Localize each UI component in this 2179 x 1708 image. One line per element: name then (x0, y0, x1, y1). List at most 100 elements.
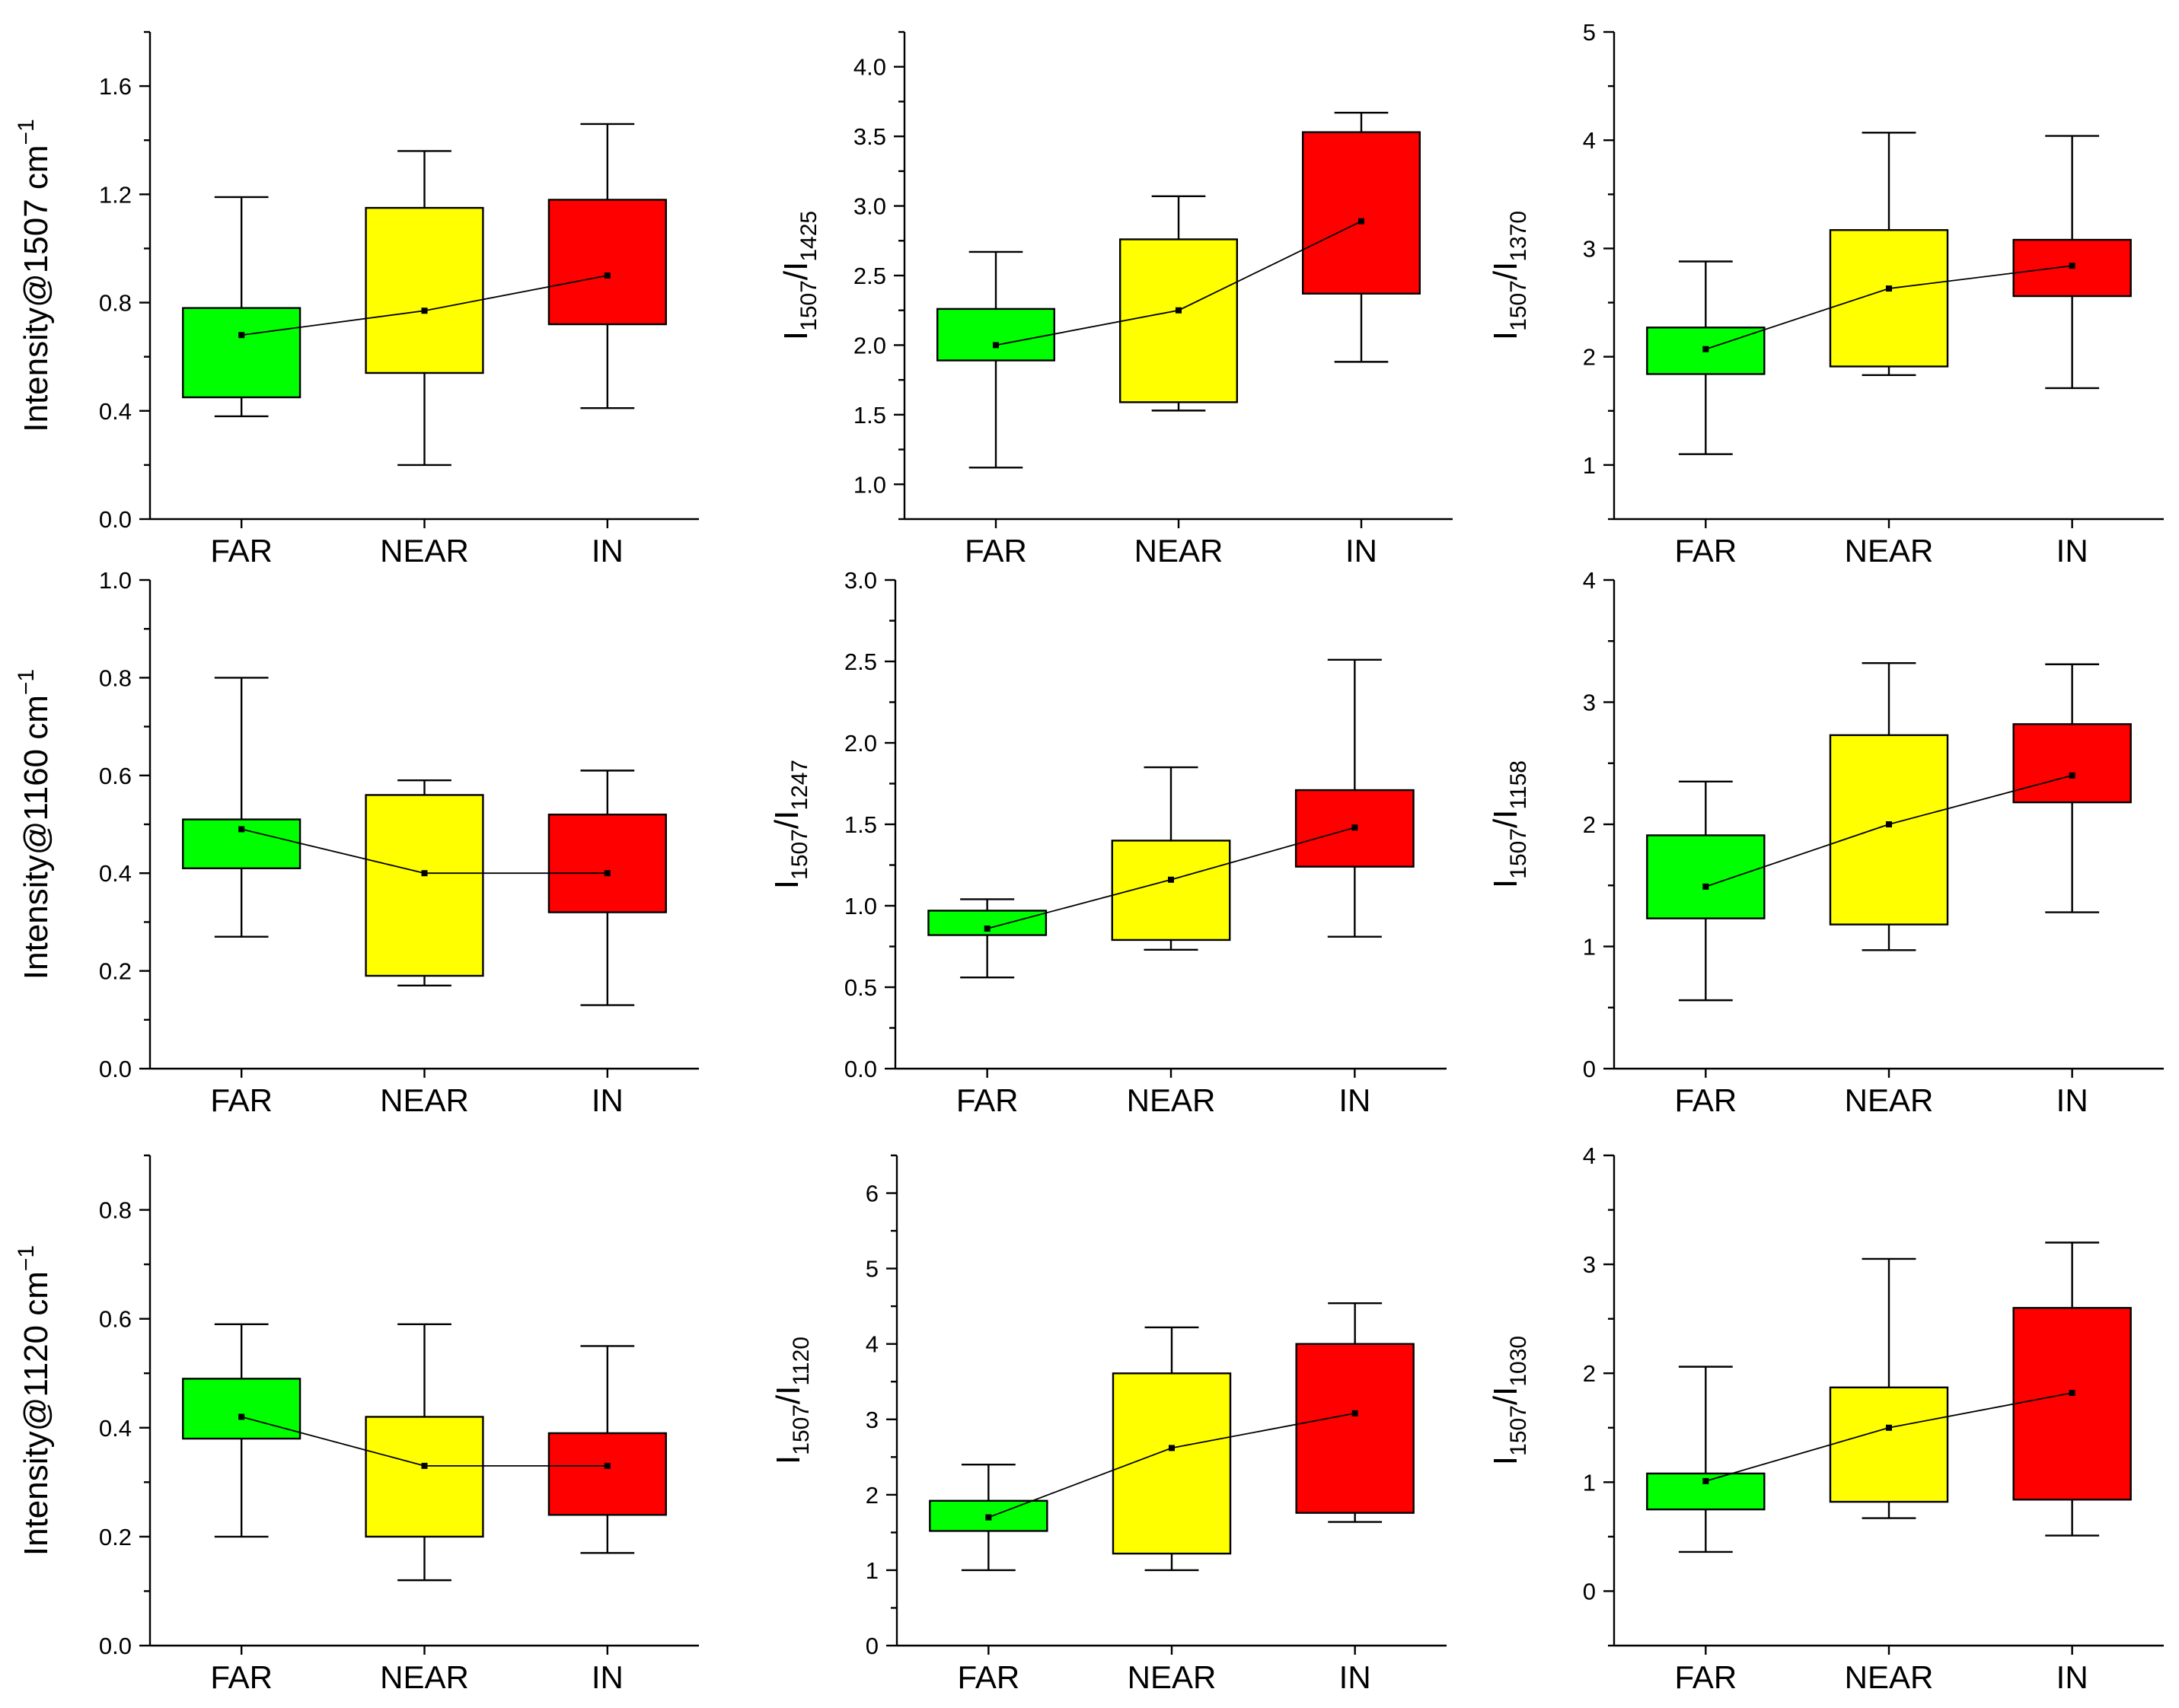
y-tick-label: 4 (1583, 127, 1596, 154)
y-tick-label: 1.6 (99, 73, 132, 100)
y-tick-label: 1 (1583, 934, 1596, 961)
x-tick-label-far: FAR (1674, 533, 1737, 569)
box-in (1295, 1302, 1415, 1523)
x-tick-label-far: FAR (957, 1659, 1019, 1695)
y-tick-label: 0.2 (99, 1524, 132, 1550)
iqr-box (547, 199, 667, 326)
mean-marker-far (993, 342, 999, 349)
y-tick-label: 0.5 (844, 974, 877, 1001)
y-axis-label: I1507/I1158 (1487, 760, 1531, 888)
y-tick-label: 3.5 (853, 123, 886, 150)
y-tick-label: 1.0 (853, 471, 886, 498)
mean-marker-far (1702, 1477, 1709, 1484)
y-tick-label: 2.5 (844, 648, 877, 675)
iqr-box (1829, 734, 1949, 926)
x-tick-label-in: IN (1345, 533, 1377, 569)
y-axis-label: I1507/I1120 (770, 1337, 814, 1464)
y-tick-label: 0.4 (99, 860, 132, 887)
box-near (1829, 1257, 1949, 1519)
mean-marker-in (1351, 824, 1358, 831)
x-tick-label-near: NEAR (1845, 533, 1934, 569)
y-axis-label: Intensity@1120 cm−1 (14, 1245, 55, 1556)
iqr-box (1829, 1386, 1949, 1503)
y-tick-label: 1 (1583, 1469, 1596, 1496)
y-tick-label: 2.5 (853, 263, 886, 289)
box-far (182, 196, 301, 418)
iqr-box (927, 910, 1048, 936)
panel-4: 0.0 0.2 0.4 0.6 0.8 1.0 FAR NEAR IN Intensity@116… (14, 567, 699, 1118)
mean-marker-near (1169, 1445, 1175, 1451)
x-tick-label-far: FAR (956, 1082, 1019, 1118)
iqr-box (182, 1378, 301, 1440)
box-in (1294, 658, 1415, 938)
y-axis-label: I1507/I1425 (777, 211, 822, 340)
box-in (2012, 1241, 2132, 1537)
iqr-box (182, 307, 301, 399)
y-tick-label: 5 (866, 1256, 879, 1283)
panel-6: 0 1 2 3 4 FAR NEAR IN I1507/I1158 (1487, 567, 2164, 1118)
box-in (547, 123, 667, 409)
y-tick-label: 0.6 (99, 1306, 132, 1333)
box-near (365, 779, 484, 987)
mean-marker-near (421, 870, 428, 877)
y-tick-label: 1.2 (99, 181, 132, 208)
mean-marker-far (238, 1413, 245, 1420)
y-tick-label: 0.0 (844, 1056, 877, 1082)
y-axis-label: Intensity@1507 cm−1 (14, 119, 55, 432)
y-tick-label: 3 (1583, 235, 1596, 262)
y-axis-label: I1507/I1030 (1487, 1336, 1531, 1465)
y-tick-label: 0 (866, 1633, 879, 1659)
y-tick-label: 3 (866, 1407, 879, 1433)
iqr-box (1111, 840, 1231, 942)
mean-marker-far (238, 826, 245, 833)
mean-marker-far (1702, 346, 1709, 352)
y-tick-label: 4 (1583, 1142, 1596, 1169)
x-tick-label-in: IN (592, 533, 624, 569)
mean-marker-in (1351, 1410, 1358, 1416)
mean-marker-in (604, 870, 611, 877)
x-tick-label-in: IN (1338, 1082, 1370, 1118)
y-tick-label: 0.2 (99, 958, 132, 985)
panel-3: 1 2 3 4 5 FAR NEAR IN I1507/I1370 (1487, 19, 2164, 569)
x-tick-label-far: FAR (1674, 1082, 1737, 1118)
box-far (936, 250, 1055, 469)
x-tick-label-far: FAR (210, 533, 273, 569)
y-tick-label: 0.4 (99, 1415, 132, 1442)
panel-9: 0 1 2 3 4 FAR NEAR IN I1507/I1030 (1487, 1142, 2164, 1695)
panel-7: 0.0 0.2 0.4 0.6 0.8 FAR NEAR IN Intensity@1120 c… (14, 1154, 699, 1695)
x-tick-label-in: IN (2056, 533, 2088, 569)
iqr-box (936, 308, 1055, 362)
iqr-box (1112, 1372, 1232, 1555)
box-near (365, 1323, 484, 1582)
box-in (547, 770, 667, 1006)
y-tick-label: 4 (1583, 567, 1596, 594)
mean-marker-far (985, 1514, 992, 1521)
iqr-box (547, 813, 667, 913)
mean-marker-far (238, 332, 245, 339)
mean-marker-near (421, 308, 428, 314)
y-tick-label: 1 (1583, 452, 1596, 479)
box-far (182, 677, 301, 938)
mean-marker-far (984, 925, 991, 932)
mean-marker-in (2069, 772, 2075, 779)
mean-marker-in (604, 1462, 611, 1469)
y-axis-label: Intensity@1160 cm−1 (14, 669, 55, 980)
panel-8: 0 1 2 3 4 5 6 FAR NEAR IN I1507/I1120 (770, 1154, 1447, 1695)
y-tick-label: 2.0 (853, 332, 886, 358)
iqr-box (1301, 131, 1421, 295)
iqr-box (547, 1432, 667, 1516)
y-tick-label: 0.0 (99, 1056, 132, 1082)
y-tick-label: 3 (1583, 1251, 1596, 1278)
y-tick-label: 0.0 (99, 1633, 132, 1659)
mean-marker-far (1702, 883, 1709, 890)
y-axis-label: I1507/I1370 (1487, 211, 1531, 340)
box-in (547, 1345, 667, 1554)
mean-marker-in (2069, 263, 2075, 269)
mean-marker-near (1886, 1424, 1892, 1431)
y-tick-label: 3.0 (844, 567, 877, 594)
y-tick-label: 2.0 (844, 730, 877, 757)
iqr-box (365, 206, 484, 374)
y-tick-label: 0.6 (99, 763, 132, 789)
x-tick-label-near: NEAR (1128, 1659, 1217, 1695)
mean-marker-near (1886, 821, 1892, 827)
